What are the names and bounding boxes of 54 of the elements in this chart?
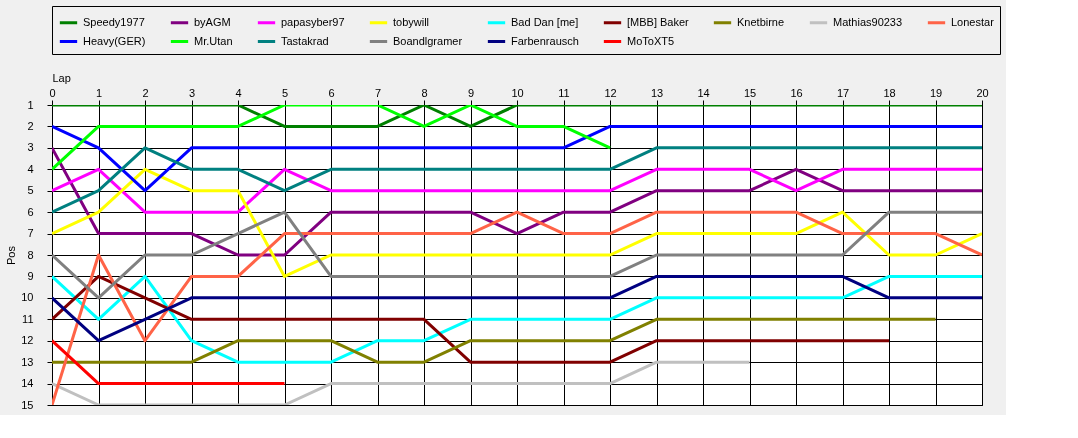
y-tick-label: 8: [27, 248, 34, 261]
x-tick-label: 0: [49, 86, 56, 99]
x-tick-label: 7: [374, 86, 382, 99]
legend-label: tobywill: [393, 15, 430, 28]
x-tick-label: 14: [697, 86, 710, 99]
line-series: [52, 105, 612, 171]
x-tick-label: 4: [235, 86, 242, 99]
y-tick-label: 11: [22, 312, 34, 325]
x-axis-title: Lap: [52, 71, 71, 84]
x-tick-label: 6: [328, 86, 335, 99]
legend-label: Speedy1977: [83, 15, 145, 28]
legend-label: Farbenrausch: [511, 34, 579, 47]
legend-label: MoToXT5: [627, 34, 675, 47]
x-tick-label: 10: [511, 86, 524, 99]
y-axis-title: Pos: [5, 245, 18, 265]
legend-label: Bad Dan [me]: [511, 15, 579, 28]
x-tick-label: 5: [281, 86, 289, 99]
legend-label: [MBB] Baker: [627, 15, 690, 28]
y-tick-label: 4: [27, 162, 34, 175]
x-tick-label: 19: [929, 86, 943, 99]
x-tick-label: 3: [188, 86, 196, 99]
y-tick-label: 1: [27, 98, 34, 111]
y-tick-label: 9: [27, 269, 34, 282]
legend-label: byAGM: [194, 15, 231, 28]
x-tick-label: 17: [836, 86, 850, 99]
x-tick-label: 11: [558, 86, 570, 99]
legend-label: Heavy(GER): [83, 34, 146, 47]
legend-label: Mr.Utan: [194, 34, 233, 47]
y-tick-label: 13: [21, 355, 34, 368]
y-tick-label: 3: [27, 141, 34, 154]
y-tick-label: 5: [27, 184, 34, 197]
y-tick-label: 6: [27, 205, 34, 218]
y-tick-label: 7: [27, 227, 34, 240]
x-tick-label: 8: [421, 86, 428, 99]
legend-label: Tastakrad: [281, 34, 329, 47]
y-tick-label: 15: [21, 398, 34, 411]
legend-label: Knetbirne: [737, 15, 785, 28]
legend-label: Lonestar: [951, 15, 995, 28]
x-tick-label: 9: [467, 86, 475, 99]
x-tick-label: 2: [142, 86, 149, 99]
x-tick-label: 13: [650, 86, 664, 99]
y-tick-label: 10: [21, 291, 34, 304]
legend-label: Boandlgramer: [393, 34, 463, 47]
x-tick-label: 18: [883, 86, 896, 99]
x-tick-label: 12: [604, 86, 617, 99]
y-tick-label: 12: [21, 334, 34, 347]
x-tick-label: 16: [790, 86, 803, 99]
legend-label: Mathias90233: [833, 15, 903, 28]
legend-label: papasyber97: [281, 15, 345, 28]
y-tick-label: 14: [21, 377, 34, 390]
y-tick-label: 2: [27, 119, 34, 132]
x-tick-label: 1: [95, 86, 103, 99]
x-tick-label: 20: [976, 86, 989, 99]
x-tick-label: 15: [743, 86, 757, 99]
